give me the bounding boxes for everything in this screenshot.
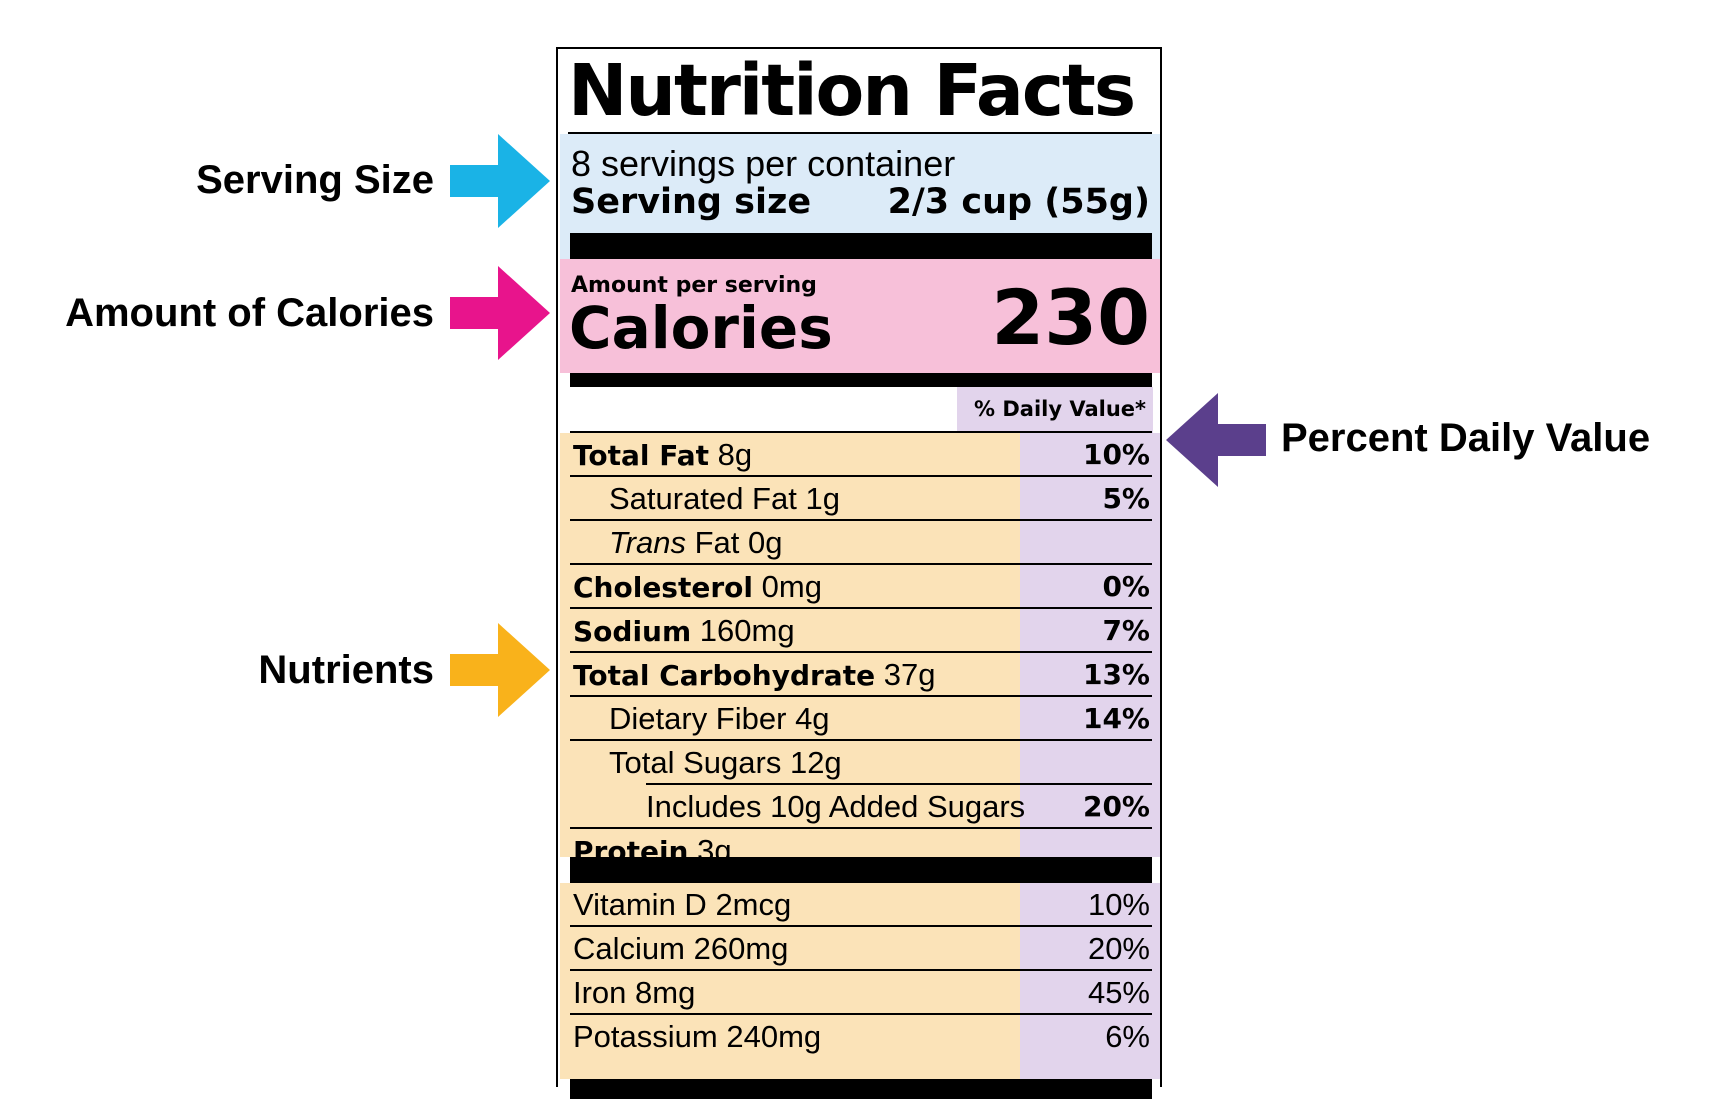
daily-value-header: % Daily Value*	[974, 397, 1146, 421]
vitamin-name: Calcium	[573, 931, 685, 966]
calories-callout-label: Amount of Calories	[65, 291, 434, 335]
thick-divider-vitamins	[570, 857, 1152, 883]
calories-arrow-icon	[450, 266, 550, 360]
row-divider	[570, 739, 1152, 741]
vitamin-amount: 260mg	[693, 931, 789, 966]
vitamin-amount: 8mg	[635, 975, 696, 1010]
vitamins-band	[560, 883, 1020, 1079]
vitamin-daily-value: 6%	[1105, 1019, 1150, 1054]
nutrient-amount: 8g	[717, 437, 753, 472]
row-divider	[570, 827, 1152, 829]
title-divider	[568, 132, 1152, 134]
nutrient-daily-value: 14%	[1082, 702, 1150, 735]
vitamin-row-potassium: Potassium 240mg 6%	[558, 1015, 1160, 1059]
nutrient-amount: 37g	[883, 657, 936, 692]
nutrient-row-total-carbohydrate: Total Carbohydrate 37g 13%	[558, 653, 1160, 697]
row-divider	[570, 475, 1152, 477]
nutrient-amount: 0mg	[761, 569, 822, 604]
nutrient-row-dietary-fiber: Dietary Fiber 4g 14%	[558, 697, 1160, 741]
amount-per-serving: Amount per serving	[571, 273, 817, 298]
vitamin-amount: 2mcg	[715, 887, 792, 922]
vitamin-name: Potassium	[573, 1019, 718, 1054]
nutrient-daily-value: 13%	[1082, 658, 1150, 691]
header-divider	[570, 431, 1152, 433]
nutrient-amount: 160mg	[699, 613, 795, 648]
nutrient-name: Cholesterol	[573, 571, 753, 604]
vitamin-list: Vitamin D 2mcg 10% Calcium 260mg 20% Iro…	[558, 883, 1160, 1059]
nutrient-row-sodium: Sodium 160mg 7%	[558, 609, 1160, 653]
vitamin-row-vitamin-d: Vitamin D 2mcg 10%	[558, 883, 1160, 927]
vitamin-row-iron: Iron 8mg 45%	[558, 971, 1160, 1015]
nutrient-name: Includes 10g Added Sugars	[646, 789, 1026, 824]
nutrient-row-saturated-fat: Saturated Fat 1g 5%	[558, 477, 1160, 521]
nutrient-name: Total Sugars	[609, 745, 782, 780]
daily-value-header-band	[957, 387, 1153, 433]
label-title: Nutrition Facts	[568, 49, 1136, 132]
thick-divider	[570, 233, 1152, 259]
row-divider	[570, 695, 1152, 697]
nutrient-daily-value: 20%	[1082, 790, 1150, 823]
serving-size-callout-label: Serving Size	[196, 158, 434, 202]
vitamin-daily-value: 20%	[1087, 931, 1150, 966]
serving-size-arrow-icon	[450, 134, 550, 228]
nutrients-daily-value-band	[1020, 433, 1160, 857]
percent-daily-value-callout-label: Percent Daily Value	[1281, 416, 1651, 460]
nutrient-name: Total Carbohydrate	[573, 659, 876, 692]
bottom-thick-divider	[570, 1079, 1152, 1099]
nutrient-list: Total Fat 8g 10% Saturated Fat 1g 5% Tra…	[558, 433, 1160, 873]
nutrient-name: Saturated Fat	[609, 481, 797, 516]
vitamin-name: Vitamin D	[573, 887, 707, 922]
servings-per-container: 8 servings per container	[571, 143, 956, 184]
vitamins-daily-value-band	[1020, 883, 1160, 1079]
calories-value: 230	[991, 273, 1150, 362]
row-divider	[570, 969, 1152, 971]
calories-band	[560, 259, 1160, 373]
vitamin-daily-value: 10%	[1087, 887, 1150, 922]
nutrient-daily-value: 5%	[1102, 482, 1150, 515]
nutrient-amount: 0g	[748, 525, 783, 560]
row-divider	[570, 607, 1152, 609]
serving-size-value: 2/3 cup (55g)	[887, 182, 1150, 222]
nutrient-row-cholesterol: Cholesterol 0mg 0%	[558, 565, 1160, 609]
vitamin-amount: 240mg	[726, 1019, 822, 1054]
nutrient-name: Fat	[694, 525, 740, 560]
vitamin-daily-value: 45%	[1087, 975, 1150, 1010]
nutrient-row-added-sugars: Includes 10g Added Sugars 20%	[558, 785, 1160, 829]
row-divider	[570, 563, 1152, 565]
nutrients-callout-label: Nutrients	[258, 648, 434, 692]
nutrient-daily-value: 7%	[1102, 614, 1150, 647]
vitamin-name: Iron	[573, 975, 627, 1010]
row-divider	[570, 519, 1152, 521]
nutrients-band	[560, 433, 1020, 857]
nutrient-daily-value: 0%	[1102, 570, 1150, 603]
calories-label: Calories	[569, 294, 833, 362]
nutrient-row-total-sugars: Total Sugars 12g	[558, 741, 1160, 785]
nutrient-daily-value: 10%	[1082, 438, 1150, 471]
nutrient-amount: 12g	[789, 745, 842, 780]
medium-divider	[570, 373, 1152, 387]
nutrient-name: Dietary Fiber	[609, 701, 787, 736]
vitamin-row-calcium: Calcium 260mg 20%	[558, 927, 1160, 971]
nutrients-arrow-icon	[450, 623, 550, 717]
serving-size-label: Serving size	[571, 182, 812, 222]
nutrient-amount: 4g	[795, 701, 830, 736]
nutrient-name-italic: Trans	[609, 525, 686, 560]
nutrient-name: Total Fat	[573, 439, 710, 472]
row-divider	[570, 651, 1152, 653]
row-divider	[570, 1013, 1152, 1015]
nutrient-name: Sodium	[573, 615, 692, 648]
row-divider	[646, 783, 1152, 785]
row-divider	[570, 925, 1152, 927]
nutrient-row-trans-fat: Trans Fat 0g	[558, 521, 1160, 565]
percent-daily-value-arrow-icon	[1166, 393, 1266, 487]
nutrient-row-total-fat: Total Fat 8g 10%	[558, 433, 1160, 477]
nutrient-amount: 1g	[805, 481, 840, 516]
nutrition-facts-label: Nutrition Facts 8 servings per container…	[556, 47, 1162, 1099]
